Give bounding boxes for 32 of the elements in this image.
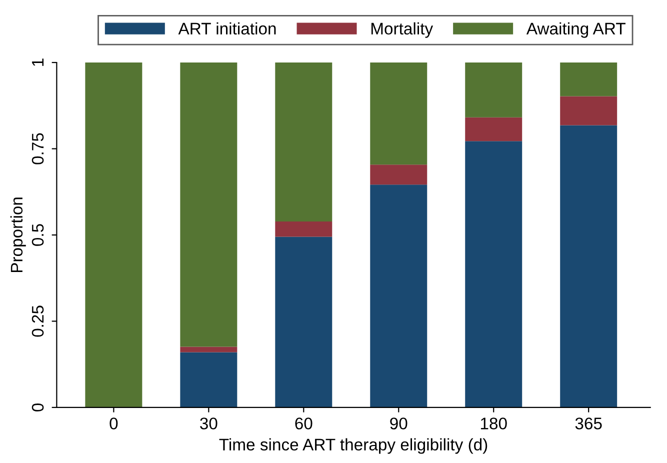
bar <box>560 62 618 96</box>
y-axis-title: Proportion <box>10 198 26 272</box>
legend-label: ART initiation <box>178 22 276 35</box>
y-tick-label: 0.25 <box>32 306 44 337</box>
bar <box>180 62 238 347</box>
bar <box>465 117 522 142</box>
x-tick-label: 90 <box>390 418 408 430</box>
x-tick-label: 30 <box>200 418 218 430</box>
bar <box>275 236 332 408</box>
x-tick-label: 0 <box>110 418 118 430</box>
bar <box>465 141 522 408</box>
legend-label: Awaiting ART <box>526 22 626 38</box>
bar <box>560 125 618 408</box>
bar <box>560 96 618 126</box>
legend-label: Mortality <box>371 22 434 38</box>
x-axis-title: Time since ART therapy eligibility (d) <box>219 438 488 454</box>
bar <box>85 62 142 408</box>
bar <box>370 184 428 408</box>
bar <box>275 62 332 222</box>
y-tick-label: 0.75 <box>32 133 44 164</box>
bar <box>370 62 428 165</box>
x-tick-label: 60 <box>295 418 312 430</box>
bar <box>465 62 522 118</box>
y-tick-label: 0.5 <box>32 224 44 246</box>
bar <box>275 222 332 237</box>
y-tick-label: 1 <box>32 58 44 66</box>
x-tick-label: 365 <box>575 418 602 430</box>
x-tick-label: 180 <box>480 418 507 430</box>
bar <box>370 164 428 185</box>
y-tick-label: 0 <box>32 403 44 412</box>
bar <box>180 346 238 352</box>
bar <box>180 352 238 408</box>
